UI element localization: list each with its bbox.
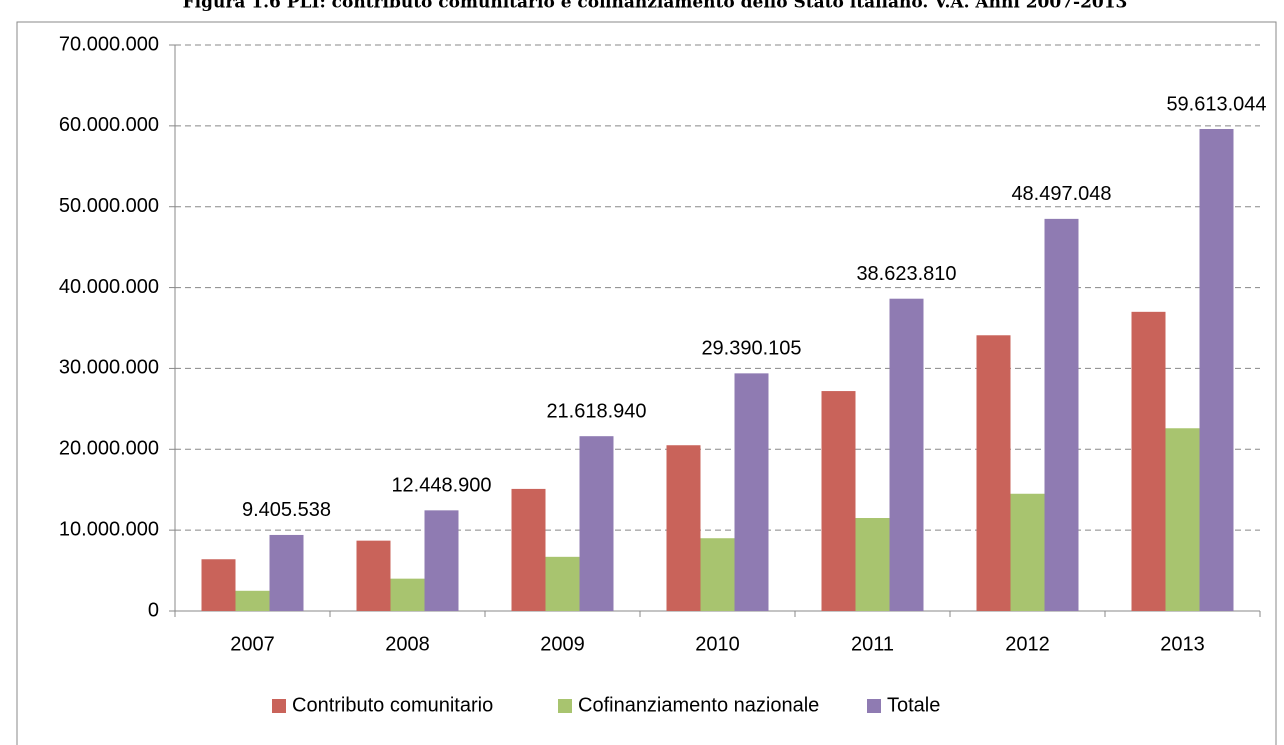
x-tick-label: 2011 [851, 633, 894, 655]
bar [821, 391, 856, 611]
legend-label: Contributo comunitario [292, 694, 493, 716]
bar [269, 534, 304, 611]
x-tick-label: 2012 [1005, 633, 1050, 655]
y-tick-label: 30.000.000 [59, 357, 159, 379]
bar [201, 559, 236, 611]
y-tick-label: 10.000.000 [59, 518, 159, 540]
bar [235, 590, 270, 611]
bar [1165, 428, 1200, 611]
chart-title: Figura 1.6 PLI: contributo comunitario e… [183, 0, 1128, 13]
bar [356, 540, 391, 611]
bar [545, 556, 580, 611]
bar [976, 335, 1011, 611]
data-label: 48.497.048 [1011, 183, 1111, 205]
legend-swatch [558, 699, 572, 713]
bar [700, 538, 735, 611]
bar [1131, 311, 1166, 611]
data-label: 21.618.940 [546, 400, 646, 422]
data-label: 9.405.538 [242, 499, 331, 521]
bar [889, 298, 924, 611]
data-label: 29.390.105 [701, 338, 801, 360]
x-tick-label: 2013 [1160, 633, 1205, 655]
data-label: 12.448.900 [391, 475, 491, 497]
legend-swatch [272, 699, 286, 713]
bar [734, 373, 769, 611]
bar [1010, 493, 1045, 611]
data-label: 38.623.810 [856, 263, 956, 285]
y-tick-label: 60.000.000 [59, 114, 159, 136]
y-tick-label: 20.000.000 [59, 438, 159, 460]
y-tick-label: 40.000.000 [59, 276, 159, 298]
x-tick-label: 2009 [540, 633, 585, 655]
bar [666, 445, 701, 611]
y-tick-label: 50.000.000 [59, 195, 159, 217]
x-tick-label: 2008 [385, 633, 430, 655]
bar [390, 578, 425, 611]
bar [579, 436, 614, 611]
bar [511, 488, 546, 611]
y-tick-label: 70.000.000 [59, 33, 159, 55]
bar [424, 510, 459, 611]
data-label: 59.613.044 [1166, 93, 1266, 115]
x-tick-label: 2010 [695, 633, 740, 655]
y-tick-label: 0 [148, 599, 159, 621]
bar [1044, 218, 1079, 611]
bar [1199, 128, 1234, 611]
x-tick-label: 2007 [230, 633, 275, 655]
legend-label: Cofinanziamento nazionale [578, 694, 819, 716]
legend-label: Totale [887, 694, 940, 716]
bar [855, 518, 890, 611]
chart-frame [16, 21, 1277, 745]
legend-swatch [867, 699, 881, 713]
